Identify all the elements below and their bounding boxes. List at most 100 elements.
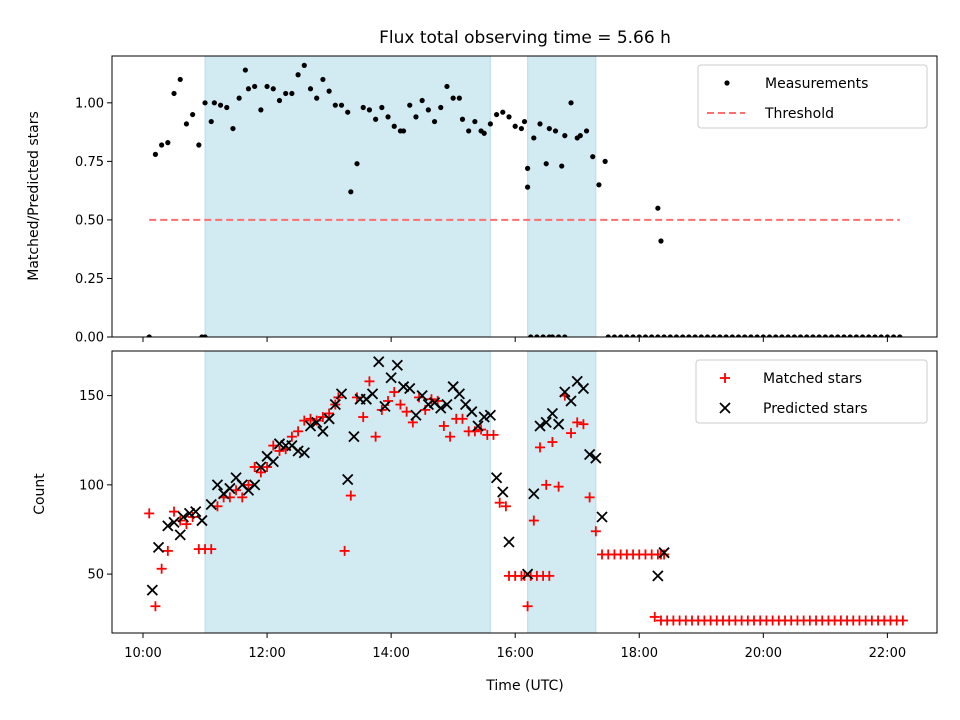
data-point	[404, 382, 416, 395]
data-point	[435, 402, 447, 414]
data-point	[528, 488, 540, 500]
data-point	[490, 472, 503, 484]
data-point	[590, 452, 602, 464]
data-point	[596, 182, 602, 188]
y-tick-label: 0.25	[75, 272, 104, 287]
data-point	[859, 334, 866, 337]
data-point	[208, 118, 214, 125]
data-point	[686, 334, 692, 337]
data-point	[602, 158, 608, 164]
data-point	[352, 392, 363, 403]
legend-box	[695, 359, 928, 424]
data-point	[317, 425, 329, 437]
y-tick-label: 50	[87, 568, 104, 583]
data-point	[742, 334, 748, 337]
data-point	[400, 128, 407, 134]
data-point	[481, 130, 487, 136]
data-point	[590, 526, 601, 537]
data-point	[497, 486, 509, 498]
data-point	[779, 334, 785, 337]
data-point	[549, 334, 556, 337]
data-point	[453, 388, 466, 400]
data-point	[652, 570, 664, 582]
data-point	[655, 334, 661, 337]
data-point	[673, 334, 680, 337]
data-point	[562, 133, 568, 139]
top-y-axis-label: Matched/Predicted stars	[26, 111, 42, 281]
legend: Measurements Threshold	[697, 64, 928, 129]
data-point	[255, 467, 266, 478]
data-point	[534, 334, 540, 337]
data-point	[273, 438, 286, 450]
data-point	[410, 409, 422, 421]
data-point	[391, 359, 403, 371]
data-point	[379, 104, 385, 111]
y-tick-label: 0.50	[75, 213, 104, 228]
data-point	[541, 479, 552, 490]
data-point	[165, 140, 171, 146]
data-point	[385, 372, 397, 384]
data-point	[583, 128, 590, 134]
data-point	[190, 505, 202, 518]
legend-label: Threshold	[764, 106, 834, 122]
data-point	[512, 123, 518, 129]
legend: Matched stars Predicted stars	[695, 359, 928, 424]
data-point	[230, 125, 236, 132]
data-point	[735, 334, 742, 337]
plot-area	[144, 351, 908, 633]
data-point	[847, 334, 853, 337]
x-tick-label: 16:00	[496, 646, 533, 661]
data-point	[658, 547, 670, 559]
data-point	[224, 104, 230, 111]
data-point	[416, 389, 428, 402]
shaded-interval	[527, 351, 597, 633]
y-tick-label: 100	[79, 478, 104, 493]
data-point	[890, 334, 897, 337]
data-point	[262, 462, 273, 473]
data-point	[190, 111, 196, 118]
data-point	[177, 76, 183, 83]
data-point	[270, 86, 276, 92]
data-point	[459, 116, 466, 122]
data-point	[531, 135, 537, 141]
data-point	[243, 479, 254, 490]
data-point	[162, 520, 174, 532]
legend-marker	[719, 402, 731, 414]
data-point	[773, 334, 779, 337]
data-point	[624, 334, 630, 337]
data-point	[360, 104, 366, 111]
data-point	[245, 86, 252, 92]
data-point	[407, 102, 413, 108]
data-point	[267, 456, 279, 468]
data-point	[618, 334, 624, 337]
data-point	[202, 334, 208, 337]
data-point	[202, 100, 208, 106]
data-point	[335, 388, 348, 400]
data-point	[211, 100, 217, 106]
data-point	[649, 611, 660, 622]
data-point	[311, 416, 323, 429]
data-point	[897, 615, 908, 626]
data-point	[345, 109, 351, 115]
shaded-interval	[204, 351, 491, 633]
data-point	[528, 334, 534, 337]
data-point	[521, 118, 528, 125]
data-point	[425, 107, 431, 113]
data-point	[206, 544, 217, 555]
data-point	[503, 536, 515, 548]
x-tick-label: 10:00	[124, 646, 161, 661]
data-point	[326, 88, 332, 94]
data-point	[342, 473, 354, 486]
data-point	[171, 90, 177, 97]
data-point	[450, 95, 456, 101]
data-point	[659, 549, 670, 560]
data-point	[680, 334, 686, 337]
data-point	[457, 413, 468, 424]
data-point	[655, 205, 661, 211]
data-point	[152, 541, 165, 553]
data-point	[543, 161, 549, 167]
data-point	[537, 121, 543, 127]
legend-box	[697, 64, 928, 129]
data-point	[156, 563, 167, 574]
